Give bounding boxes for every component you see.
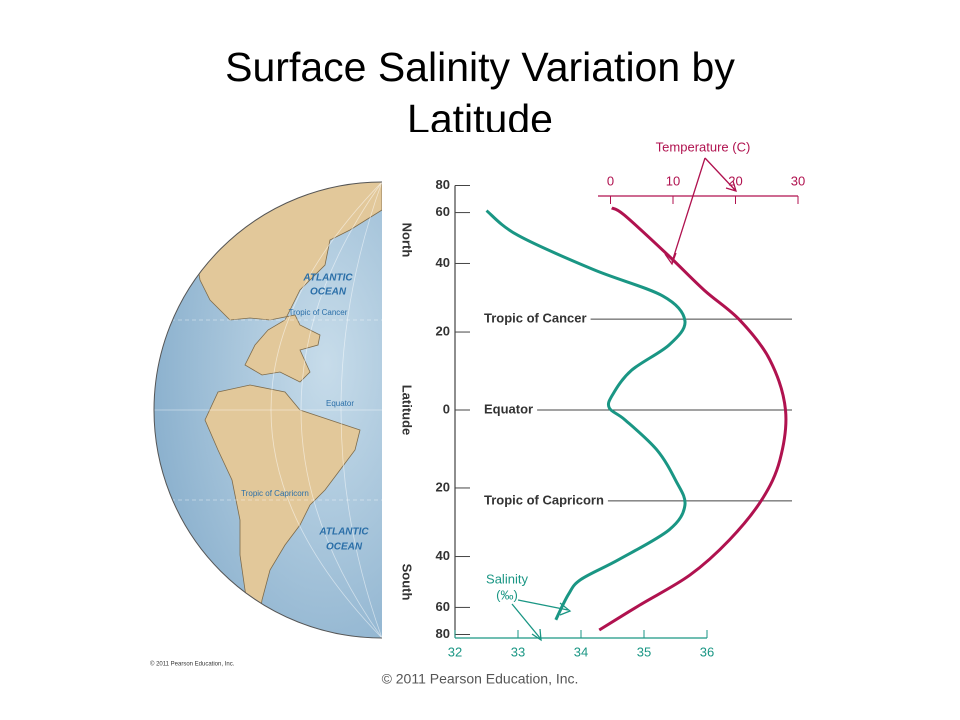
x-tick-label-bottom: 36 xyxy=(700,644,714,659)
axis-label: South xyxy=(400,564,415,601)
y-tick-label: 60 xyxy=(436,204,450,219)
map-label: OCEAN xyxy=(310,287,347,298)
map-label: OCEAN xyxy=(326,542,363,553)
x-tick-label-top: 30 xyxy=(791,173,805,188)
y-tick-label: 80 xyxy=(436,626,450,641)
x-tick-label-bottom: 33 xyxy=(511,644,525,659)
x-tick-label-top: 0 xyxy=(607,173,614,188)
footer: © 2011 Pearson Education, Inc. xyxy=(382,671,579,687)
globe-outline xyxy=(153,181,383,639)
map-label: Equator xyxy=(326,399,354,408)
salinity-axis-label: Salinity xyxy=(486,571,528,586)
series-line xyxy=(485,209,687,621)
slide-title: Surface Salinity Variation by xyxy=(225,44,735,90)
temperature-axis-label: Temperature (C) xyxy=(656,139,751,154)
y-tick-label: 40 xyxy=(436,548,450,563)
y-tick-label: 80 xyxy=(436,177,450,192)
axis-label: Latitude xyxy=(400,385,415,436)
y-tick-label: 40 xyxy=(436,255,450,270)
x-tick-label-top: 10 xyxy=(666,173,680,188)
figure-credit: © 2011 Pearson Education, Inc. xyxy=(150,661,235,668)
y-tick-label: 60 xyxy=(436,599,450,614)
y-tick-label: 0 xyxy=(443,401,450,416)
map-label: Tropic of Capricorn xyxy=(241,489,309,498)
map-label: ATLANTIC xyxy=(318,527,369,538)
map-label: Tropic of Cancer xyxy=(289,308,348,317)
x-tick-label-bottom: 34 xyxy=(574,644,588,659)
series-line xyxy=(598,206,788,632)
map-label: ATLANTIC xyxy=(302,273,353,284)
x-tick-label-bottom: 35 xyxy=(637,644,651,659)
reference-label: Tropic of Capricorn xyxy=(484,492,604,507)
x-tick-label-bottom: 32 xyxy=(448,644,462,659)
y-tick-label: 20 xyxy=(436,479,450,494)
x-tick-label-top: 20 xyxy=(728,173,742,188)
reference-label: Tropic of Cancer xyxy=(484,311,587,326)
salinity-axis-label: (‰) xyxy=(496,587,518,602)
reference-label: Equator xyxy=(484,401,533,416)
y-tick-label: 20 xyxy=(436,323,450,338)
axis-label: North xyxy=(400,223,415,258)
